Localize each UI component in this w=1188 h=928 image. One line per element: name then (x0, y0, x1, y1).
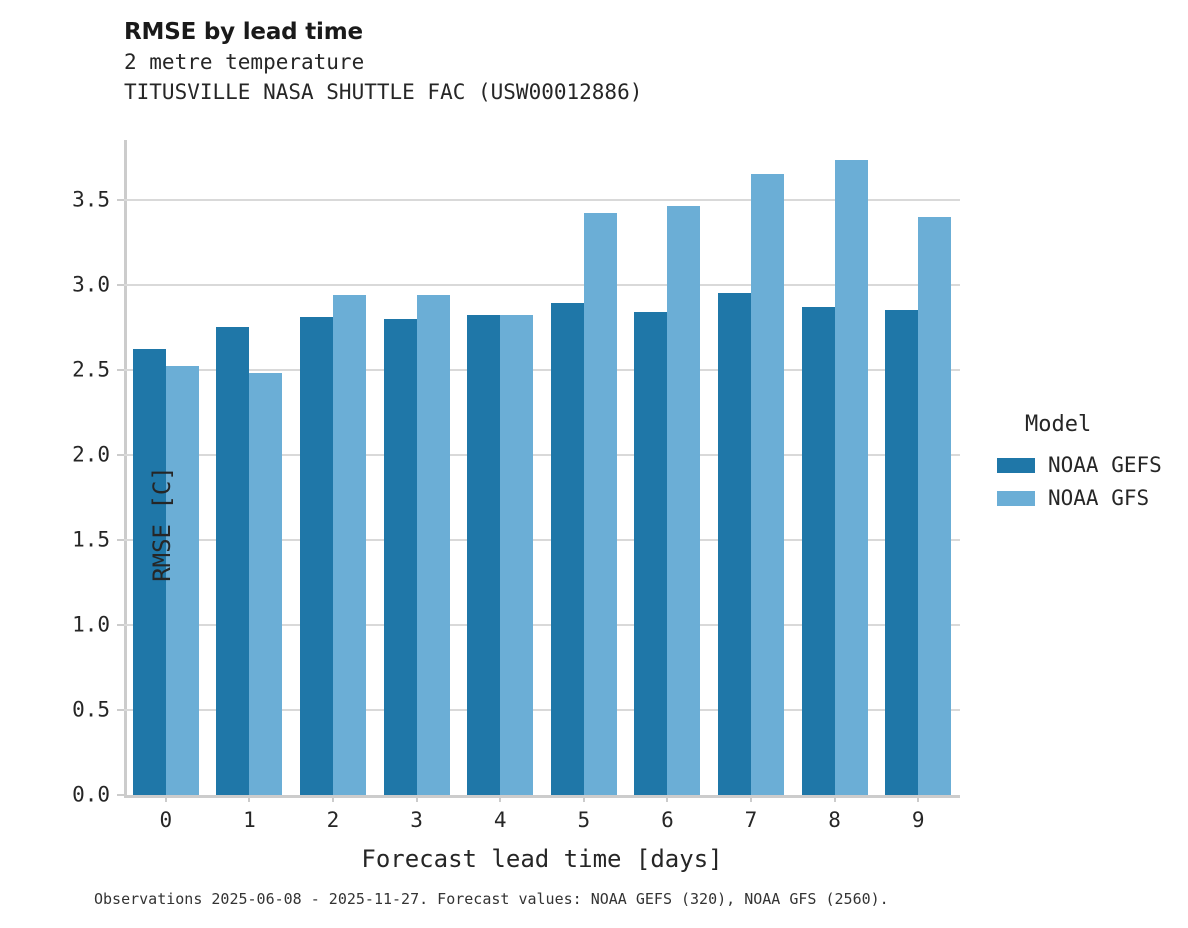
x-tick-label: 5 (577, 808, 591, 832)
x-tick-mark (332, 795, 334, 802)
bar (249, 373, 283, 795)
y-tick-label: 1.0 (72, 612, 110, 637)
y-tick-mark (117, 368, 124, 371)
y-tick-label: 0.5 (72, 697, 110, 722)
x-tick-label: 0 (159, 808, 173, 832)
gridline (124, 283, 960, 286)
y-tick-label: 2.0 (72, 442, 110, 467)
x-tick-mark (499, 795, 502, 802)
x-axis-spine (124, 795, 960, 798)
legend-label: NOAA GFS (1048, 486, 1150, 510)
bar (751, 174, 784, 795)
bar (416, 294, 450, 795)
x-tick-mark (833, 795, 836, 802)
legend-swatch (997, 491, 1035, 506)
legend-title: Model (1025, 412, 1092, 437)
x-tick-mark (248, 795, 251, 802)
bar (467, 315, 501, 795)
y-tick-mark (117, 794, 124, 796)
bar (550, 303, 584, 795)
bar (165, 366, 199, 795)
bar (918, 216, 952, 795)
y-tick-mark (117, 708, 124, 711)
x-tick-mark (582, 795, 585, 802)
bar (667, 206, 701, 795)
y-tick-mark (117, 198, 124, 201)
bar (718, 293, 751, 795)
y-tick-mark (117, 623, 124, 626)
chart-subtitle-station: TITUSVILLE NASA SHUTTLE FAC (USW00012886… (124, 80, 643, 104)
y-tick-label: 2.5 (72, 357, 110, 382)
gridline (124, 623, 960, 626)
gridline (124, 538, 960, 541)
x-tick-label: 4 (493, 808, 507, 832)
x-tick-label: 2 (326, 808, 340, 832)
legend-item[interactable]: NOAA GEFS (997, 449, 1187, 482)
x-tick-mark (415, 795, 418, 802)
x-tick-mark (666, 795, 669, 802)
footer-note: Observations 2025-06-08 - 2025-11-27. Fo… (94, 890, 889, 908)
legend: Model NOAA GEFS NOAA GFS (997, 412, 1187, 515)
legend-entries: NOAA GEFS NOAA GFS (997, 449, 1187, 515)
bar (801, 306, 835, 795)
y-tick-label: 3.5 (72, 187, 110, 212)
x-tick-label: 9 (911, 808, 925, 832)
y-tick-mark (117, 538, 124, 541)
x-tick-label: 1 (243, 808, 256, 832)
gridline (124, 368, 960, 371)
legend-item[interactable]: NOAA GFS (997, 482, 1187, 515)
x-tick-label: 8 (828, 808, 841, 832)
chart-subtitle-variable: 2 metre temperature (124, 50, 365, 74)
y-tick-label: 3.0 (72, 272, 110, 297)
legend-swatch (997, 458, 1035, 473)
chart-title: RMSE by lead time (124, 19, 363, 45)
bar (132, 349, 166, 795)
bar (583, 213, 617, 795)
y-tick-mark (117, 283, 124, 286)
gridline (124, 453, 960, 456)
bar (300, 316, 333, 795)
x-tick-label: 3 (410, 808, 423, 832)
bar (885, 310, 919, 795)
gridline (124, 708, 960, 711)
x-axis-title: Forecast lead time [days] (361, 845, 723, 873)
x-tick-label: 7 (744, 808, 758, 832)
bar (834, 160, 868, 795)
y-axis-title: RMSE [C] (148, 466, 176, 582)
plot-area: 0.0 0.5 1.0 1.5 2.0 2.5 3.0 3.5 0 1 2 3 4 5 6 7 8 9 RMSE… (72, 140, 960, 832)
y-axis-spine (124, 140, 127, 795)
x-tick-label: 6 (661, 808, 674, 832)
bar (216, 327, 250, 795)
bar (383, 318, 417, 795)
title-block: RMSE by lead time 2 metre temperature TI… (124, 18, 1024, 107)
y-tick-label: 0.0 (72, 782, 110, 807)
x-tick-mark (917, 795, 920, 802)
y-tick-label: 1.5 (72, 527, 110, 552)
bar (333, 294, 366, 795)
y-tick-mark (117, 453, 124, 456)
x-tick-mark (750, 795, 752, 802)
gridline (124, 198, 960, 201)
legend-label: NOAA GEFS (1048, 453, 1162, 477)
bar (500, 315, 534, 795)
bar (634, 311, 668, 795)
x-tick-mark (164, 795, 167, 802)
